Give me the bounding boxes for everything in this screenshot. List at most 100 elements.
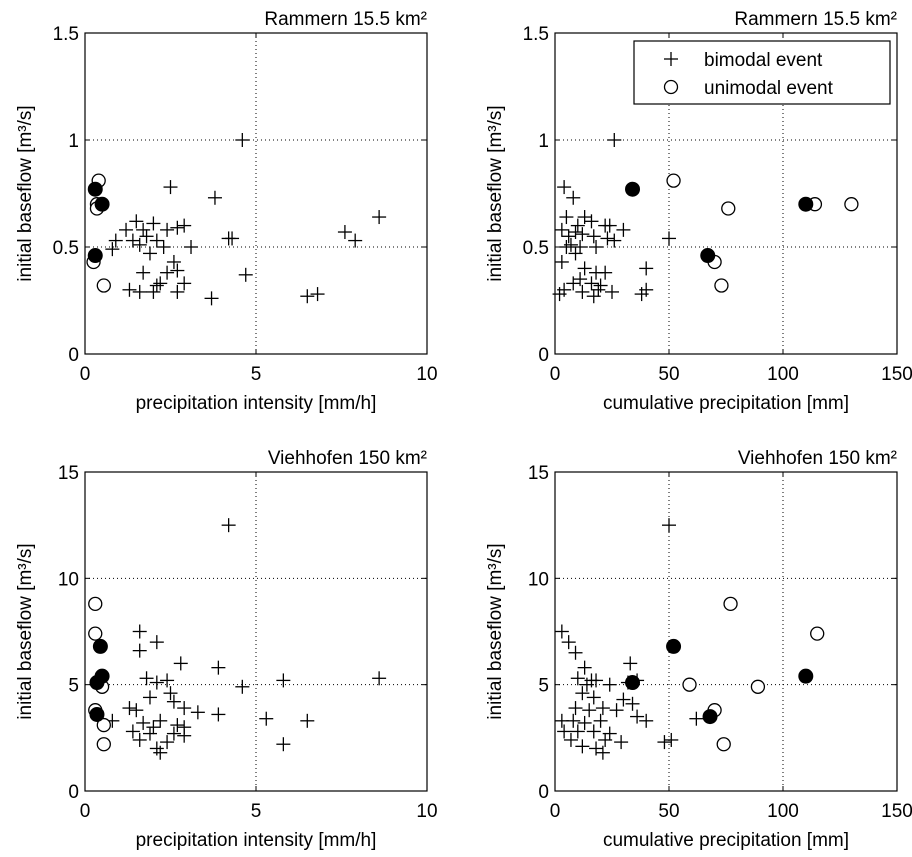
legend-label: unimodal event bbox=[704, 78, 834, 99]
bimodal-point bbox=[614, 735, 629, 750]
bimodal-point bbox=[166, 694, 181, 709]
y-axis-label: initial baseflow [m³/s] bbox=[485, 543, 506, 719]
bimodal-point bbox=[173, 656, 188, 671]
unimodal-point bbox=[88, 626, 103, 641]
unimodal-point bbox=[844, 197, 859, 212]
y-tick-label: 1 bbox=[68, 131, 79, 152]
x-tick-label: 10 bbox=[416, 801, 437, 822]
unimodal-point bbox=[96, 737, 111, 752]
bimodal-point bbox=[204, 291, 219, 306]
panel-title: Rammern 15.5 km² bbox=[264, 9, 427, 30]
bimodal-point bbox=[163, 686, 178, 701]
filled-point bbox=[92, 638, 108, 654]
y-tick-label: 0 bbox=[68, 345, 79, 366]
bimodal-point bbox=[149, 675, 164, 690]
y-tick-label: 15 bbox=[58, 463, 79, 484]
bimodal-point bbox=[657, 735, 672, 750]
y-tick-label: 1 bbox=[538, 131, 549, 152]
panel-title: Viehhofen 150 km² bbox=[738, 448, 897, 469]
bimodal-point bbox=[337, 225, 352, 240]
unimodal-point bbox=[88, 596, 103, 612]
bimodal-point bbox=[639, 261, 654, 276]
legend-label: bimodal event bbox=[704, 50, 823, 71]
bimodal-point bbox=[132, 237, 147, 252]
bimodal-point bbox=[153, 713, 168, 728]
bimodal-point bbox=[259, 711, 274, 726]
bimodal-point bbox=[177, 728, 192, 743]
bimodal-point bbox=[142, 726, 157, 741]
bimodal-point bbox=[160, 222, 175, 237]
bimodal-point bbox=[211, 707, 226, 722]
bimodal-point bbox=[600, 231, 615, 246]
x-tick-label: 0 bbox=[80, 801, 91, 822]
bimodal-point bbox=[575, 686, 590, 701]
x-tick-label: 50 bbox=[658, 801, 679, 822]
y-tick-label: 0 bbox=[68, 782, 79, 803]
bimodal-point bbox=[563, 237, 578, 252]
bimodal-point bbox=[570, 218, 585, 233]
bimodal-point bbox=[149, 278, 164, 293]
y-tick-label: 5 bbox=[68, 676, 79, 697]
bimodal-point bbox=[170, 284, 185, 299]
plot-frame bbox=[554, 32, 898, 355]
bimodal-point bbox=[149, 635, 164, 650]
bimodal-point bbox=[689, 711, 704, 726]
bimodal-point bbox=[598, 265, 613, 280]
bimodal-point bbox=[177, 218, 192, 233]
unimodal-point bbox=[721, 201, 736, 216]
x-tick-label: 150 bbox=[881, 364, 912, 385]
x-tick-label: 100 bbox=[767, 801, 799, 822]
filled-point bbox=[666, 638, 682, 654]
x-tick-label: 50 bbox=[658, 364, 679, 385]
bimodal-point bbox=[568, 645, 583, 660]
bimodal-point bbox=[616, 222, 631, 237]
bimodal-point bbox=[582, 703, 597, 718]
bimodal-point bbox=[570, 671, 585, 686]
bimodal-point bbox=[372, 210, 387, 225]
bimodal-point bbox=[153, 745, 168, 760]
bimodal-point bbox=[132, 643, 147, 658]
bimodal-point bbox=[568, 701, 583, 716]
bimodal-point bbox=[593, 713, 608, 728]
y-tick-label: 10 bbox=[58, 569, 79, 590]
chart-panel-4: 0 50 100 150 0 5 10 15 Viehhofen 150 km² cumulati… bbox=[485, 448, 912, 851]
bimodal-point bbox=[129, 214, 144, 229]
unimodal-point bbox=[723, 596, 738, 612]
bimodal-point bbox=[568, 246, 583, 261]
bimodal-point bbox=[575, 739, 590, 754]
bimodal-point bbox=[584, 214, 599, 229]
bimodal-point bbox=[142, 246, 157, 261]
bimodal-point bbox=[589, 673, 604, 688]
bimodal-point bbox=[160, 735, 175, 750]
bimodal-point bbox=[177, 701, 192, 716]
bimodal-point bbox=[132, 284, 147, 299]
filled-point bbox=[87, 248, 103, 264]
bimodal-point bbox=[554, 222, 569, 237]
bimodal-point bbox=[211, 660, 226, 675]
bimodal-point bbox=[170, 718, 185, 733]
x-tick-label: 0 bbox=[80, 364, 91, 385]
filled-point bbox=[702, 709, 718, 725]
bimodal-point bbox=[166, 254, 181, 269]
bimodal-point bbox=[595, 701, 610, 716]
bimodal-point bbox=[662, 518, 676, 533]
x-tick-label: 10 bbox=[416, 364, 437, 385]
unimodal-point bbox=[750, 679, 766, 694]
bimodal-point bbox=[595, 745, 610, 760]
bimodal-point bbox=[225, 231, 240, 246]
bimodal-point bbox=[136, 222, 151, 237]
legend-circle-marker bbox=[663, 79, 679, 95]
bimodal-point bbox=[372, 671, 387, 686]
filled-point bbox=[89, 675, 105, 691]
legend-box bbox=[633, 40, 891, 105]
y-tick-label: 0 bbox=[538, 782, 549, 803]
unimodal-point bbox=[666, 173, 681, 188]
legend-plus-marker bbox=[664, 52, 678, 66]
bimodal-point bbox=[166, 726, 181, 741]
x-tick-label: 100 bbox=[767, 364, 799, 385]
bimodal-point bbox=[586, 690, 601, 705]
bimodal-point bbox=[300, 713, 315, 728]
bimodal-point bbox=[160, 673, 175, 688]
bimodal-point bbox=[238, 267, 253, 282]
bimodal-point bbox=[146, 216, 161, 231]
